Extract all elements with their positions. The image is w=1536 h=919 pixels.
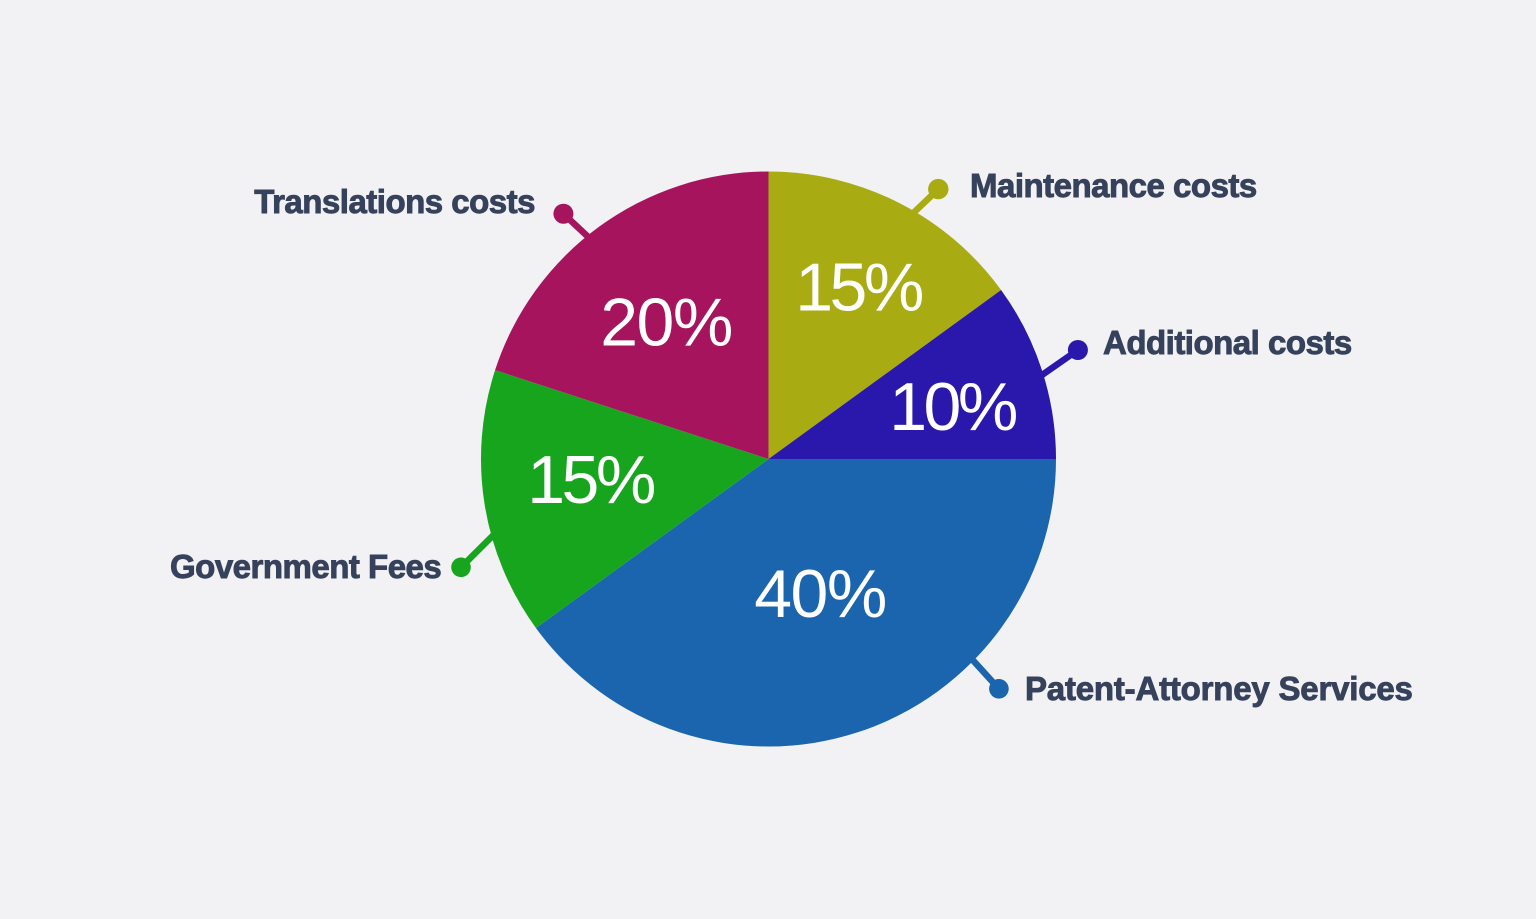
- svg-text:15%: 15%: [527, 442, 655, 518]
- svg-text:10%: 10%: [889, 369, 1017, 445]
- svg-text:20%: 20%: [600, 285, 732, 361]
- svg-text:Maintenance costs: Maintenance costs: [970, 167, 1257, 204]
- svg-text:15%: 15%: [795, 250, 923, 326]
- svg-text:Government Fees: Government Fees: [170, 548, 441, 585]
- svg-text:Patent-Attorney Services: Patent-Attorney Services: [1025, 670, 1413, 707]
- svg-text:Additional costs: Additional costs: [1103, 324, 1352, 361]
- svg-text:40%: 40%: [754, 556, 886, 632]
- svg-text:Translations costs: Translations costs: [254, 183, 535, 220]
